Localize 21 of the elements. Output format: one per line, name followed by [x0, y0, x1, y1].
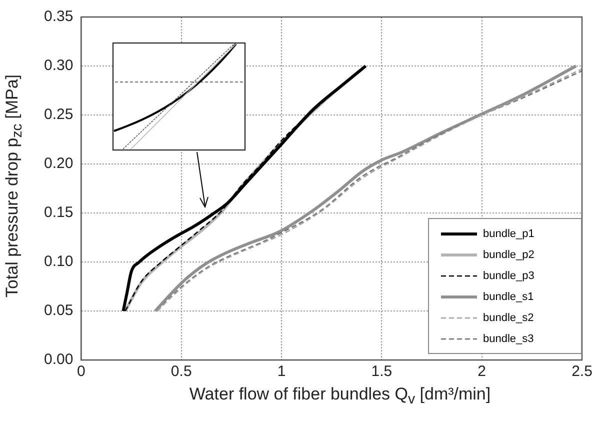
- y-tick-label: 0.20: [44, 155, 74, 172]
- y-tick-label: 0.15: [44, 204, 74, 222]
- legend-label: bundle_s3: [483, 332, 534, 344]
- y-tick-label: 0.35: [44, 8, 74, 26]
- legend-label: bundle_p2: [483, 248, 534, 260]
- legend-label: bundle_p3: [483, 270, 534, 282]
- y-tick-label: 0.05: [44, 302, 74, 320]
- x-tick-label: 2.5: [572, 363, 592, 380]
- y-tick-label: 0.30: [44, 57, 74, 74]
- x-tick-label: 2: [478, 363, 486, 380]
- legend-label: bundle_s2: [483, 312, 534, 324]
- x-tick-label: 0: [77, 363, 86, 380]
- x-tick-label: 1.5: [371, 363, 392, 380]
- x-tick-label: 1: [277, 363, 286, 380]
- y-tick-label: 0.25: [44, 106, 74, 124]
- y-tick-label: 0.10: [44, 253, 74, 270]
- x-tick-label: 0.5: [170, 363, 192, 380]
- legend-label: bundle_p1: [483, 228, 534, 240]
- x-axis-title: Water flow of fiber bundles Q$_{v}$ [dm³/min]: [189, 384, 491, 408]
- y-tick-label: 0.00: [44, 351, 74, 368]
- legend-label: bundle_s1: [483, 290, 534, 302]
